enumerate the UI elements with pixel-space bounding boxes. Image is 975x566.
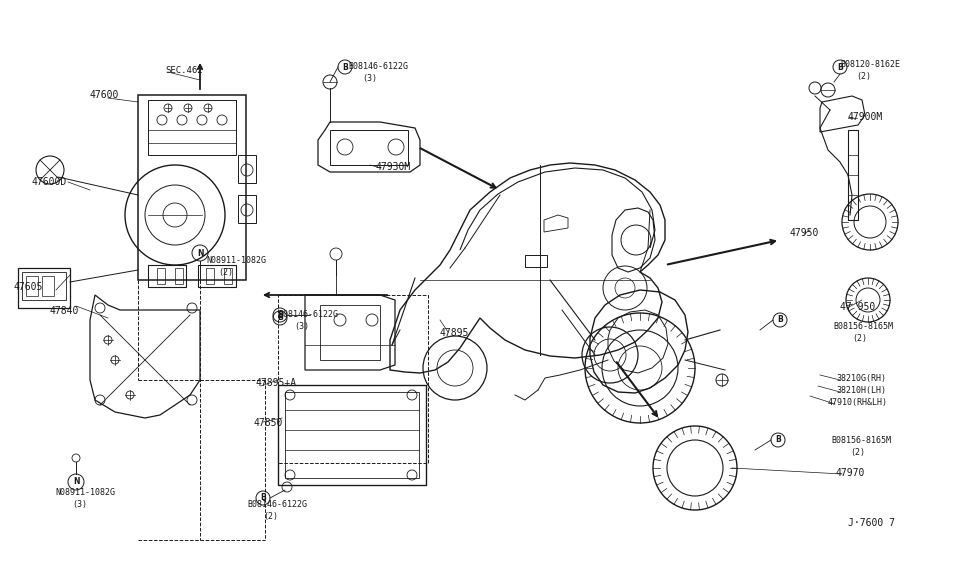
Bar [278, 295, 428, 463]
Text: B: B [277, 311, 283, 319]
Text: B: B [777, 315, 783, 324]
Text: B08156-8165M: B08156-8165M [831, 436, 891, 445]
Bar [175, 268, 183, 284]
Bar [206, 268, 214, 284]
Bar [157, 268, 165, 284]
Text: (2): (2) [218, 268, 233, 277]
Text: N: N [197, 248, 203, 258]
Bar [138, 95, 246, 280]
Text: 47850: 47850 [253, 418, 283, 428]
Text: 47600D: 47600D [32, 177, 67, 187]
Text: 38210G(RH): 38210G(RH) [836, 374, 886, 383]
Text: 47840: 47840 [50, 306, 79, 316]
Text: (2): (2) [852, 334, 867, 343]
Text: (2): (2) [263, 512, 278, 521]
Text: 47950: 47950 [790, 228, 819, 238]
Text: J·7600 7: J·7600 7 [848, 518, 895, 528]
Text: 47970: 47970 [836, 468, 866, 478]
Text: B08156-8165M: B08156-8165M [833, 322, 893, 331]
Text: 47600: 47600 [90, 90, 119, 100]
Bar [224, 268, 232, 284]
Text: N08911-1082G: N08911-1082G [55, 488, 115, 497]
Text: (3): (3) [72, 500, 87, 509]
Bar [22, 272, 66, 300]
Bar [198, 265, 236, 287]
Text: (3): (3) [362, 74, 377, 83]
Bar [330, 130, 408, 165]
Text: B08120-8162E: B08120-8162E [840, 60, 900, 69]
Bar [238, 195, 256, 223]
Bar [285, 392, 419, 478]
Bar [320, 305, 380, 360]
Text: (3): (3) [294, 322, 309, 331]
Bar [26, 276, 38, 296]
Text: B08146-6122G: B08146-6122G [278, 310, 338, 319]
Text: 47910(RH&LH): 47910(RH&LH) [828, 398, 888, 407]
Text: B08146-6122G: B08146-6122G [348, 62, 408, 71]
Text: 47930M: 47930M [375, 162, 410, 172]
Bar [148, 100, 236, 155]
Text: 47895+A: 47895+A [256, 378, 297, 388]
Bar [148, 265, 186, 287]
Text: B: B [277, 314, 283, 323]
Text: B: B [775, 435, 781, 444]
Text: B: B [342, 62, 348, 71]
Bar [42, 276, 54, 296]
Text: B08146-6122G: B08146-6122G [247, 500, 307, 509]
Text: N08911-1082G: N08911-1082G [206, 256, 266, 265]
Text: (2): (2) [856, 72, 871, 81]
Bar [238, 155, 256, 183]
Text: (2): (2) [850, 448, 865, 457]
Text: 47895: 47895 [440, 328, 469, 338]
Bar [278, 385, 426, 485]
Text: B: B [838, 62, 842, 71]
Text: SEC.462: SEC.462 [165, 66, 203, 75]
Text: B: B [260, 494, 266, 503]
Text: 47 950: 47 950 [840, 302, 876, 312]
Text: 38210H(LH): 38210H(LH) [836, 386, 886, 395]
Text: 47900M: 47900M [848, 112, 883, 122]
Text: 47605: 47605 [14, 282, 43, 292]
Bar [525, 255, 547, 267]
Text: N: N [73, 478, 79, 487]
Bar [848, 130, 858, 220]
Bar [18, 268, 70, 308]
